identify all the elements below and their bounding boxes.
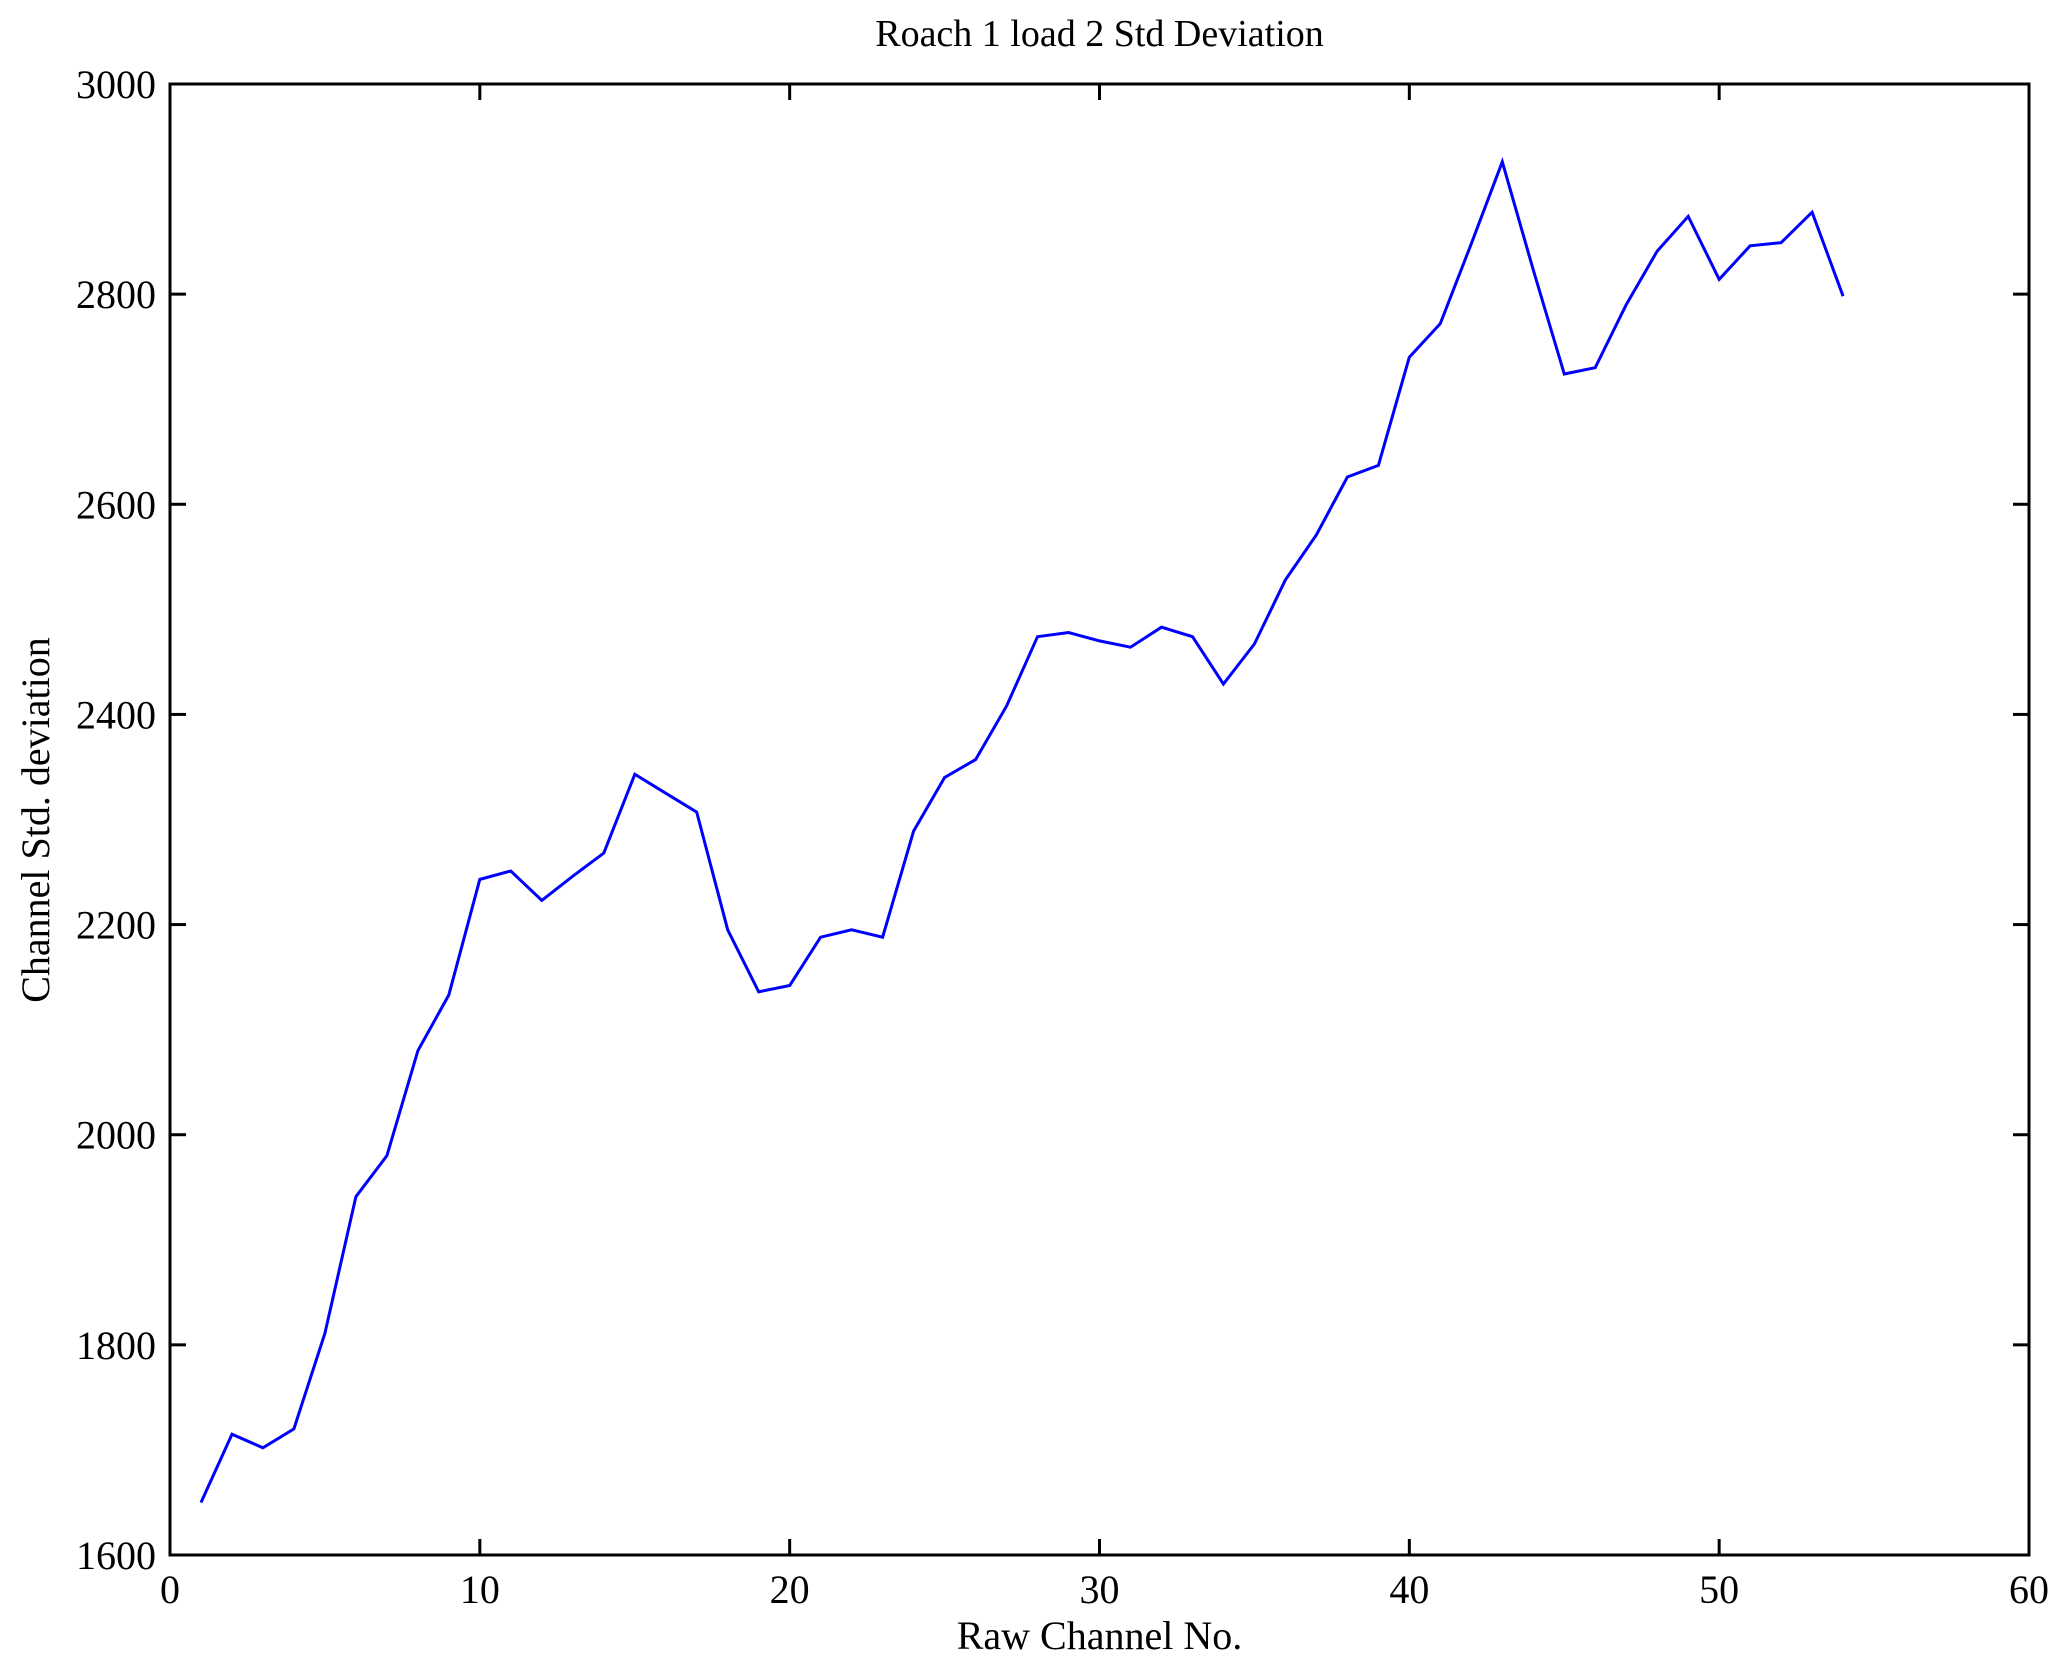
y-tick-label: 2600	[76, 482, 156, 527]
y-axis-label: Channel Std. deviation	[13, 637, 58, 1003]
x-tick-label: 10	[460, 1567, 500, 1612]
x-tick-label: 0	[160, 1567, 180, 1612]
plot-border	[168, 82, 2031, 1557]
y-tick-label: 2400	[76, 692, 156, 737]
x-tick-label: 50	[1699, 1567, 1739, 1612]
y-tick-label: 2800	[76, 272, 156, 317]
x-tick-label: 40	[1389, 1567, 1429, 1612]
x-tick-label: 30	[1080, 1567, 1120, 1612]
data-line	[199, 157, 1845, 1504]
figure-title: Roach 1 load 2 Std Deviation	[875, 13, 1324, 55]
y-tick-label: 2200	[76, 903, 156, 948]
x-tick-label: 60	[2009, 1567, 2049, 1612]
y-tick-label: 3000	[76, 62, 156, 107]
y-tick-label: 2000	[76, 1113, 156, 1158]
x-axis-label: Raw Channel No.	[956, 1613, 1243, 1658]
y-tick-label: 1800	[76, 1323, 156, 1368]
x-tick-label: 20	[770, 1567, 810, 1612]
y-tick-label: 1600	[76, 1533, 156, 1578]
